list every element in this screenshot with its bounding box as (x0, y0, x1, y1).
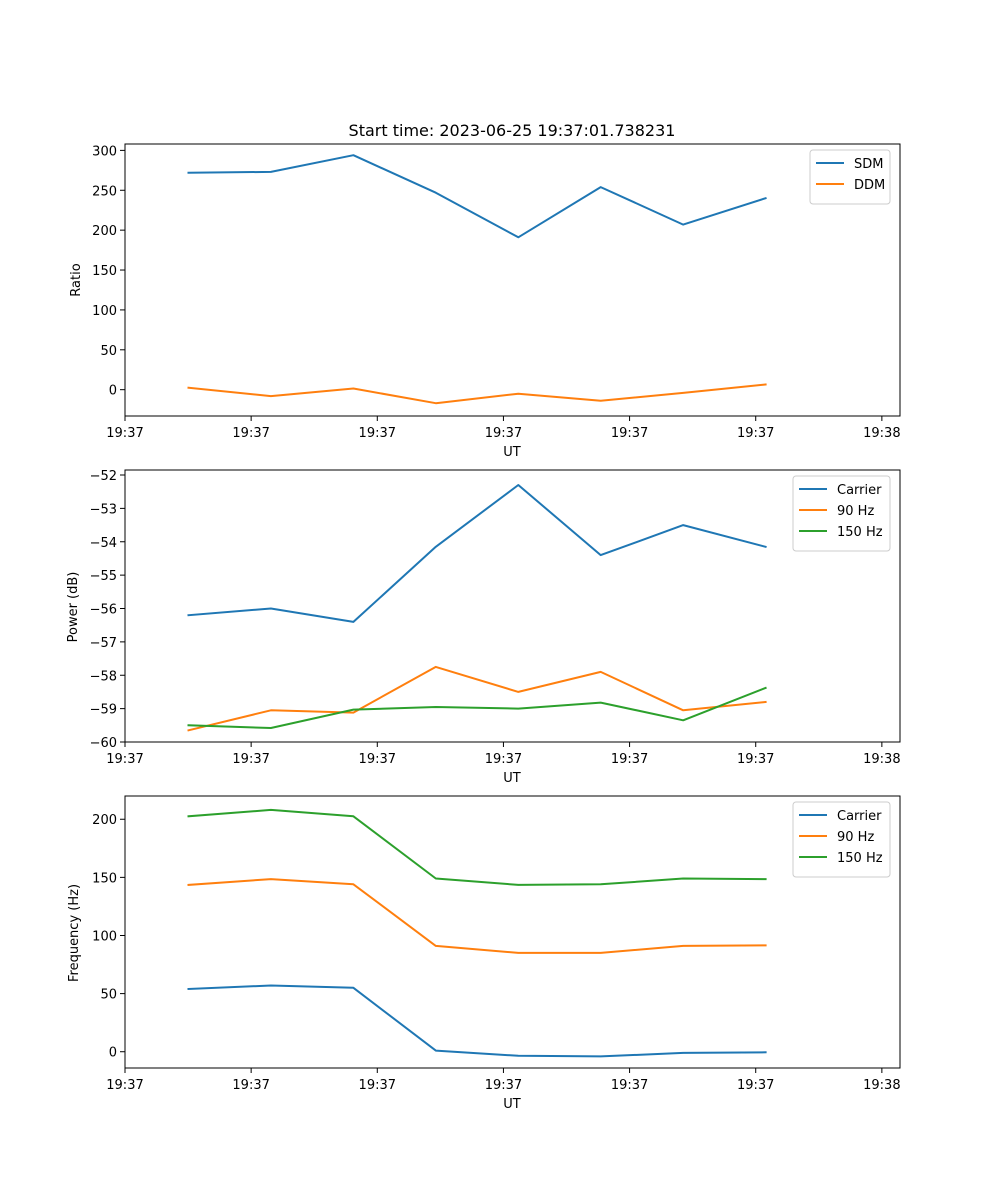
y-tick-label: −57 (90, 636, 117, 651)
x-tick-label: 19:37 (359, 752, 396, 767)
x-axis-label: UT (503, 445, 521, 460)
y-axis-label: Ratio (69, 263, 84, 296)
x-tick-label: 19:37 (737, 752, 774, 767)
y-tick-label: 300 (92, 144, 117, 159)
y-tick-label: 150 (92, 871, 117, 886)
legend-label: Carrier (837, 483, 882, 498)
y-tick-label: −59 (90, 703, 117, 718)
x-tick-label: 19:37 (611, 752, 648, 767)
x-tick-label: 19:37 (737, 426, 774, 441)
x-tick-label: 19:37 (485, 1078, 522, 1093)
series-line (187, 878, 767, 954)
y-tick-label: −52 (90, 469, 117, 484)
series-line (187, 665, 767, 732)
y-tick-label: 150 (92, 264, 117, 279)
chart-title: Start time: 2023-06-25 19:37:01.738231 (349, 121, 676, 140)
subplot-power: Power (dB) UT 19:37 19:37 19:37 19:37 19:37 1… (66, 469, 901, 786)
legend-label: DDM (854, 178, 885, 193)
y-axis-label: Frequency (Hz) (67, 884, 82, 982)
y-tick-label: −53 (90, 502, 117, 517)
x-tick-label: 19:37 (611, 1078, 648, 1093)
legend: Carrier 90 Hz 150 Hz (792, 801, 891, 878)
series-line (187, 984, 767, 1058)
x-tick-label: 19:37 (359, 1078, 396, 1093)
x-tick-label: 19:38 (863, 1078, 900, 1093)
y-tick-label: 200 (92, 813, 117, 828)
x-tick-label: 19:38 (863, 752, 900, 767)
legend-label: 90 Hz (837, 830, 874, 845)
legend-label: 150 Hz (837, 525, 883, 540)
legend: Carrier 90 Hz 150 Hz (792, 475, 891, 552)
series-line (187, 484, 767, 623)
y-tick-label: 100 (92, 304, 117, 319)
series-line (187, 154, 767, 239)
legend-label: SDM (854, 157, 883, 172)
x-axis-label: UT (503, 771, 521, 786)
x-tick-label: 19:37 (232, 1078, 269, 1093)
x-axis-label: UT (503, 1097, 521, 1112)
plot-area: 19:37 19:37 19:37 19:37 19:37 19:37 19:38 −52 −5… (90, 469, 901, 767)
plot-area: 19:37 19:37 19:37 19:37 19:37 19:37 19:38 300 25… (92, 143, 901, 441)
y-tick-label: 50 (100, 344, 117, 359)
y-tick-label: 50 (100, 988, 117, 1003)
y-tick-label: 0 (109, 384, 117, 399)
subplot-frequency: Frequency (Hz) UT 19:37 19:37 19:37 19:37 19… (67, 795, 901, 1112)
axes-frame (124, 143, 901, 417)
subplot-ratio: Start time: 2023-06-25 19:37:01.738231 R… (69, 121, 901, 460)
x-tick-label: 19:37 (611, 426, 648, 441)
y-tick-label: −55 (90, 569, 117, 584)
legend-box (792, 801, 891, 878)
y-tick-label: −60 (90, 736, 117, 751)
legend-box (792, 475, 891, 552)
x-tick-label: 19:37 (106, 1078, 143, 1093)
y-tick-label: 0 (109, 1046, 117, 1061)
y-axis-label: Power (dB) (66, 572, 81, 643)
series-line (187, 383, 767, 405)
y-tick-label: 100 (92, 929, 117, 944)
y-tick-label: 200 (92, 224, 117, 239)
y-tick-label: −58 (90, 669, 117, 684)
x-tick-label: 19:38 (863, 426, 900, 441)
x-tick-label: 19:37 (106, 752, 143, 767)
x-tick-label: 19:37 (359, 426, 396, 441)
legend: SDM DDM (809, 149, 891, 205)
axes-frame (124, 469, 901, 743)
legend-label: 90 Hz (837, 504, 874, 519)
y-tick-label: 250 (92, 184, 117, 199)
x-tick-label: 19:37 (106, 426, 143, 441)
x-tick-label: 19:37 (232, 752, 269, 767)
legend-label: Carrier (837, 809, 882, 824)
y-tick-label: −54 (90, 536, 117, 551)
series-line (187, 808, 767, 886)
x-tick-label: 19:37 (485, 426, 522, 441)
x-tick-label: 19:37 (737, 1078, 774, 1093)
axes-frame (124, 795, 901, 1069)
x-tick-label: 19:37 (485, 752, 522, 767)
series-line (187, 686, 767, 729)
y-tick-label: −56 (90, 603, 117, 618)
legend-label: 150 Hz (837, 851, 883, 866)
x-tick-label: 19:37 (232, 426, 269, 441)
plot-area: 19:37 19:37 19:37 19:37 19:37 19:37 19:38 200 15… (92, 795, 901, 1093)
